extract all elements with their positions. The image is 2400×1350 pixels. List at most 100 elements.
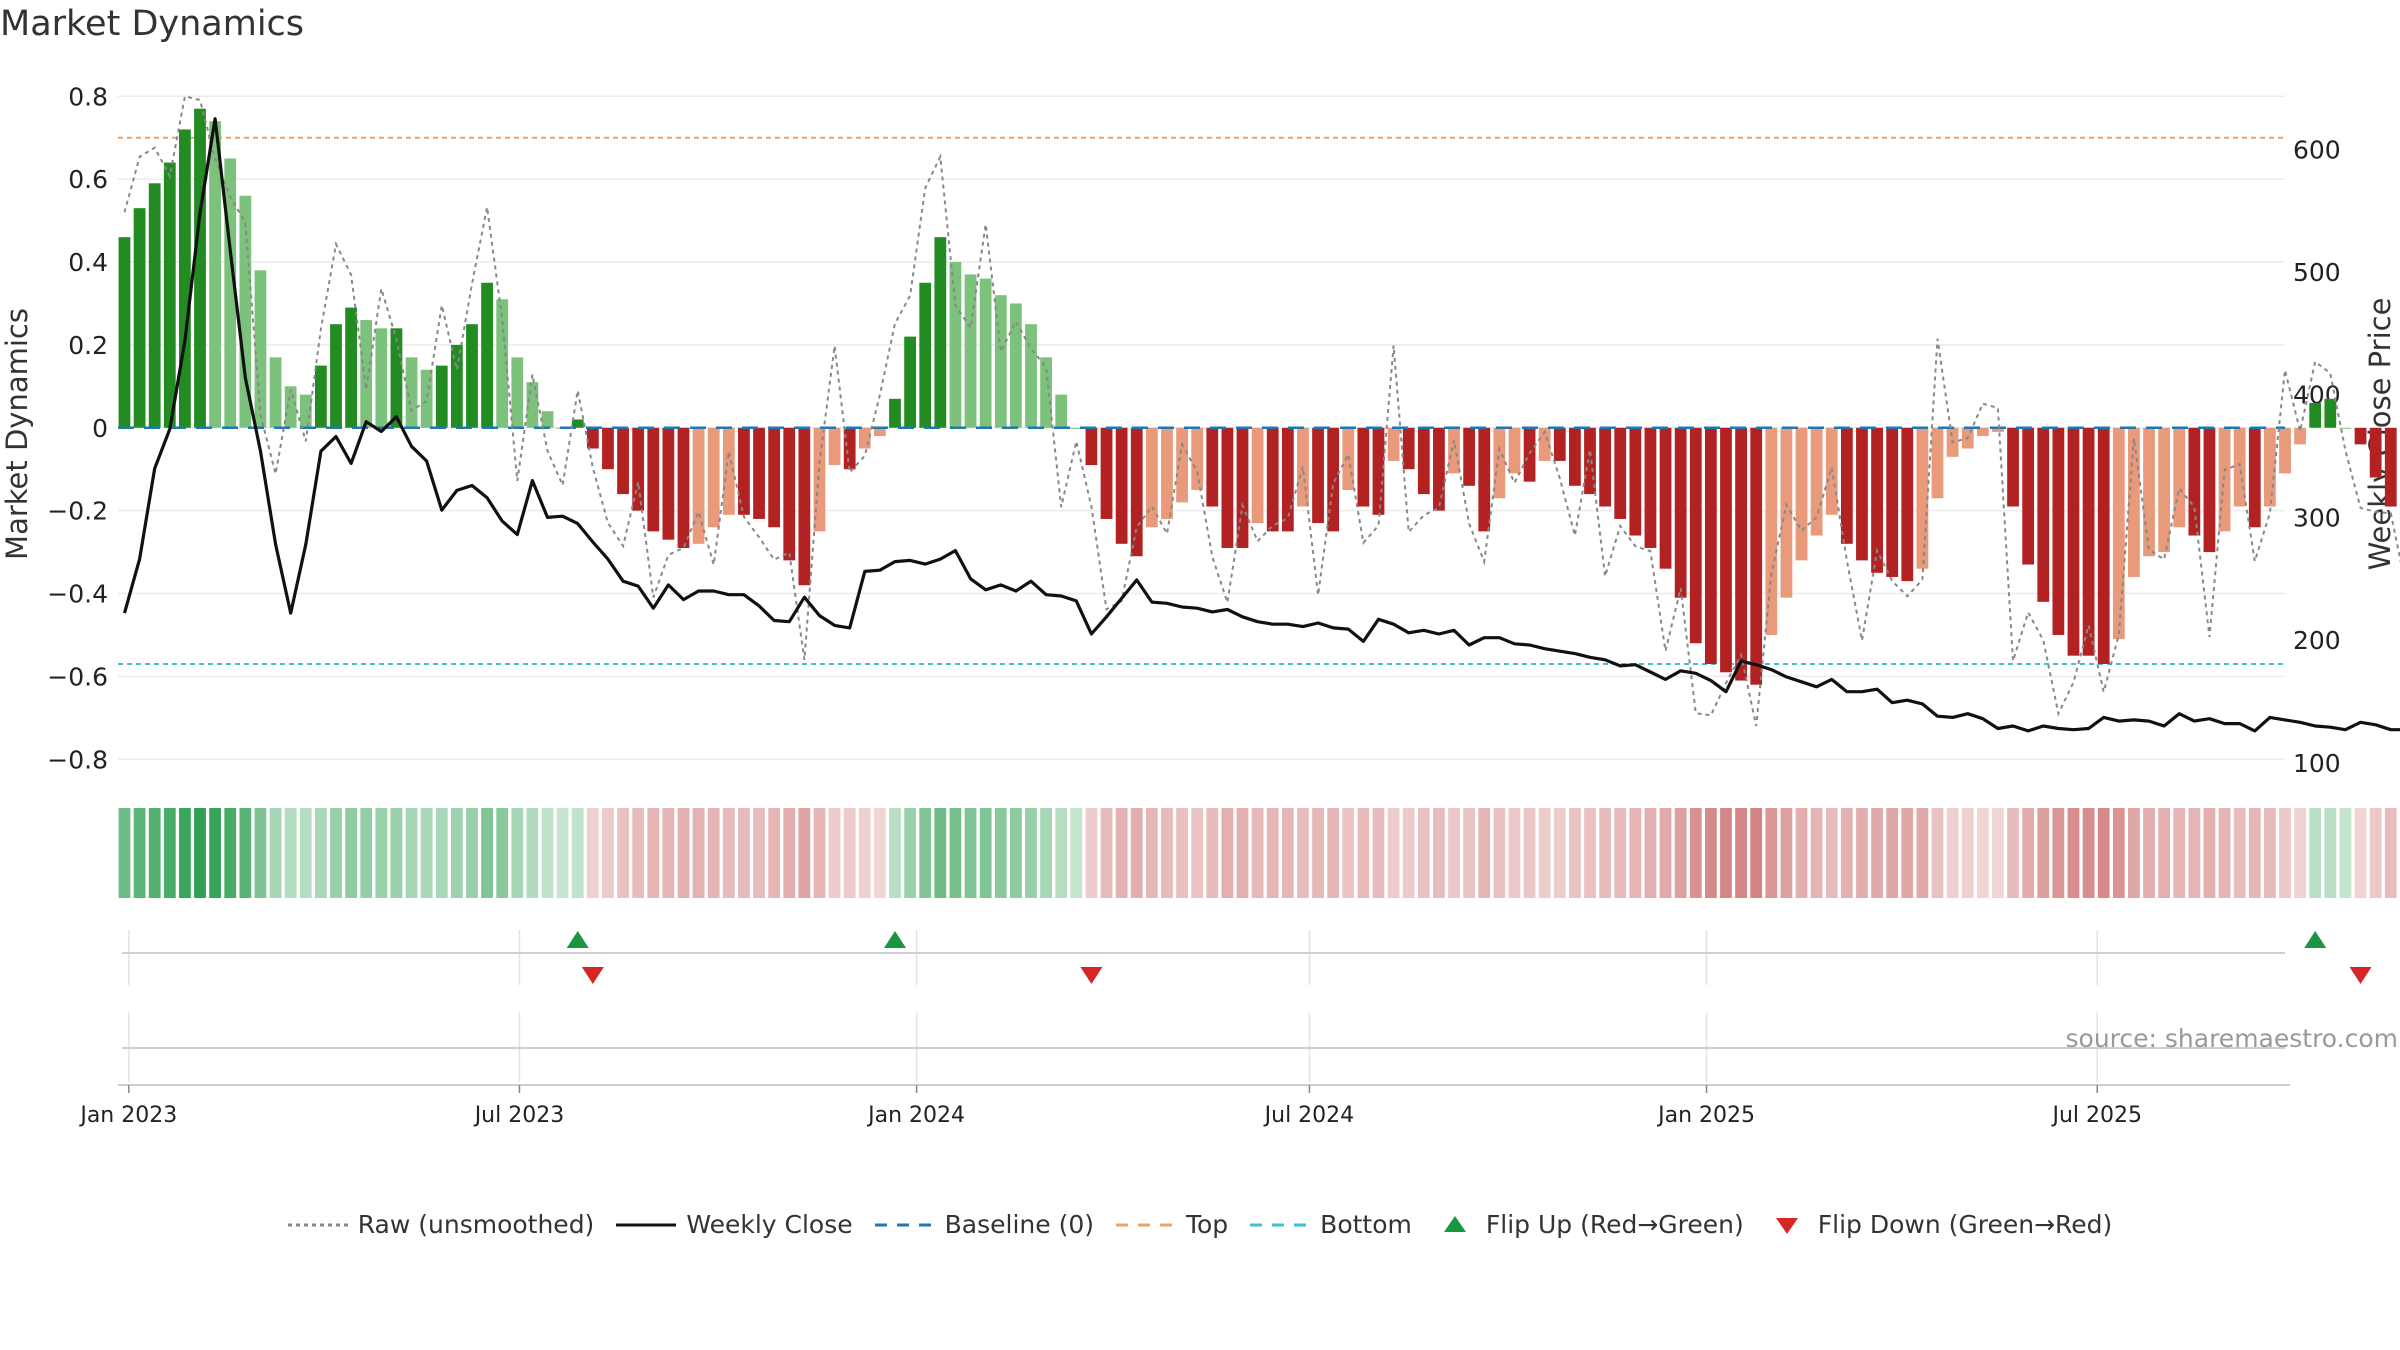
heat-cell	[2354, 808, 2367, 898]
bar	[1931, 427, 1944, 499]
heat-cell	[1523, 808, 1536, 898]
heat-cell	[2324, 808, 2337, 898]
bar	[194, 108, 206, 428]
y-tick-label: −0.8	[47, 745, 108, 774]
y-tick-label: −0.4	[47, 580, 108, 609]
bar	[1025, 324, 1037, 428]
heat-cell	[1191, 808, 1204, 898]
bar	[330, 324, 342, 428]
bar	[1417, 427, 1430, 495]
y-tick-label: −0.6	[47, 662, 108, 691]
bar	[1161, 427, 1173, 519]
bar	[1886, 427, 1899, 577]
legend-label: Top	[1185, 1210, 1229, 1239]
bar	[450, 344, 463, 428]
heat-cell	[1433, 808, 1445, 898]
heat-cell	[2279, 808, 2291, 898]
bar	[1689, 427, 1702, 644]
legend-label: Raw (unsmoothed)	[357, 1210, 595, 1239]
heat-cell	[2188, 808, 2201, 898]
heat-cell	[209, 808, 222, 898]
heat-cell	[1886, 808, 1899, 898]
heat-cell	[1206, 808, 1219, 898]
bar	[1523, 427, 1536, 482]
bar	[511, 357, 524, 428]
bar	[783, 427, 796, 561]
heat-cell	[1040, 808, 1052, 898]
legend-label: Baseline (0)	[944, 1210, 1094, 1239]
bar	[662, 427, 675, 540]
x-tick-label: Jul 2025	[2050, 1103, 2142, 1128]
weekly-close-line	[122, 117, 2400, 733]
bar	[239, 195, 252, 428]
heat-cell	[1342, 808, 1355, 898]
heat-cell	[843, 808, 856, 898]
heat-cell	[662, 808, 675, 898]
bar	[269, 357, 282, 428]
heat-cell	[1357, 808, 1370, 898]
bar	[2339, 427, 2352, 429]
heat-cell	[768, 808, 781, 898]
bar	[1448, 427, 1460, 474]
bar	[2233, 427, 2246, 507]
bar	[1704, 427, 1717, 664]
bar	[2112, 427, 2125, 640]
heat-cell	[1312, 808, 1324, 898]
heat-cell	[466, 808, 478, 898]
heat-cell	[738, 808, 750, 898]
heat-cell	[2294, 808, 2307, 898]
heat-cell	[934, 808, 947, 898]
bar	[133, 208, 146, 428]
bar	[163, 162, 176, 428]
heat-cell	[1931, 808, 1944, 898]
bar	[541, 411, 554, 428]
chart-title: Market Dynamics	[0, 4, 305, 44]
heat-cell	[1720, 808, 1732, 898]
heat-cell	[1417, 808, 1430, 898]
heat-cell	[692, 808, 705, 898]
heat-cell	[874, 808, 886, 898]
bar	[1372, 427, 1385, 515]
y2-tick-label: 500	[2293, 258, 2341, 287]
bar	[843, 427, 856, 470]
heat-cell	[405, 808, 418, 898]
heat-cell	[496, 808, 509, 898]
bar	[1720, 427, 1732, 673]
heat-cell	[964, 808, 977, 898]
heat-cell	[2263, 808, 2276, 898]
bar	[1992, 427, 2004, 432]
heat-cell	[1402, 808, 1415, 898]
heat-cell	[2173, 808, 2186, 898]
bar	[224, 158, 237, 428]
bar	[707, 427, 720, 528]
y-tick-label: −0.2	[47, 497, 108, 526]
bar	[148, 183, 161, 428]
heat-cell	[1961, 808, 1974, 898]
heat-cell	[299, 808, 312, 898]
heat-cell	[148, 808, 161, 898]
heat-cell	[994, 808, 1007, 898]
legend-label: Weekly Close	[686, 1210, 853, 1239]
heat-cell	[1992, 808, 2004, 898]
bar	[1433, 427, 1445, 511]
heat-cell	[541, 808, 554, 898]
heat-cell	[1281, 808, 1294, 898]
bar	[1750, 427, 1763, 685]
bar	[375, 328, 388, 428]
bar	[2097, 427, 2110, 664]
bar	[299, 394, 312, 428]
bar	[1976, 427, 1989, 437]
bar	[1130, 427, 1143, 557]
y-tick-label: 0.4	[68, 248, 108, 277]
heat-cell	[1795, 808, 1808, 898]
heat-cell	[647, 808, 660, 898]
heat-cell	[783, 808, 796, 898]
bar	[420, 369, 433, 428]
heat-cell	[813, 808, 826, 898]
heat-cell	[677, 808, 690, 898]
y2-tick-label: 300	[2293, 503, 2341, 532]
heat-cell	[904, 808, 917, 898]
bar	[466, 324, 478, 428]
heat-cell	[1765, 808, 1778, 898]
